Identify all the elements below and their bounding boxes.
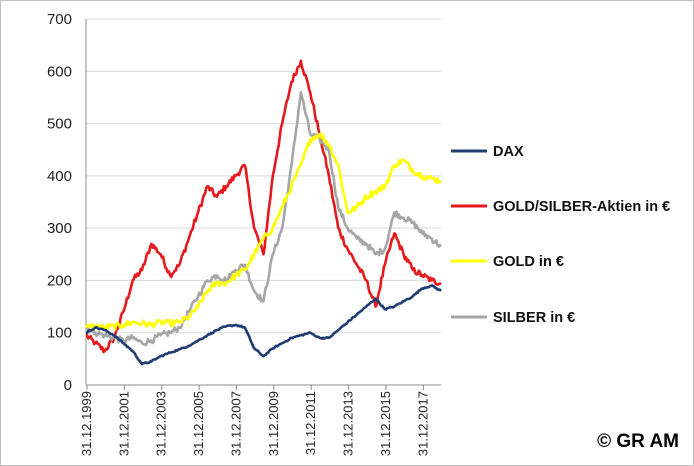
x-tick-label-6: 31.12.2011 xyxy=(303,391,318,455)
x-tick-label-0: 31.12.1999 xyxy=(79,391,94,456)
y-tick-label-0: 0 xyxy=(64,377,72,394)
series-line-2 xyxy=(84,132,442,331)
x-tick-label-9: 31.12.2017 xyxy=(415,391,430,456)
legend-label-3: SILBER in € xyxy=(493,310,575,326)
legend-label-0: DAX xyxy=(493,144,524,160)
y-tick-label-100: 100 xyxy=(47,325,72,342)
series-line-1 xyxy=(85,59,442,354)
y-tick-label-700: 700 xyxy=(47,11,72,28)
x-tick-label-8: 31.12.2015 xyxy=(378,391,393,456)
series-line-3 xyxy=(85,90,442,347)
y-tick-label-300: 300 xyxy=(47,220,72,237)
x-tick-label-5: 31.12.2009 xyxy=(266,391,281,456)
x-tick-label-3: 31.12.2005 xyxy=(191,391,206,456)
x-tick-label-1: 31.12.2001 xyxy=(116,391,131,456)
x-tick-label-4: 31.12.2007 xyxy=(228,391,243,456)
legend-label-1: GOLD/SILBER-Aktien in € xyxy=(493,199,670,215)
x-tick-label-7: 31.12.2013 xyxy=(341,391,356,456)
x-tick-label-2: 31.12.2003 xyxy=(154,391,169,456)
copyright-label: © GR AM xyxy=(597,431,679,452)
y-tick-label-200: 200 xyxy=(47,272,72,289)
y-tick-label-400: 400 xyxy=(47,168,72,185)
y-tick-label-500: 500 xyxy=(47,116,72,133)
series-line-0 xyxy=(85,284,442,366)
legend-label-2: GOLD in € xyxy=(493,254,564,270)
y-tick-label-600: 600 xyxy=(47,63,72,80)
